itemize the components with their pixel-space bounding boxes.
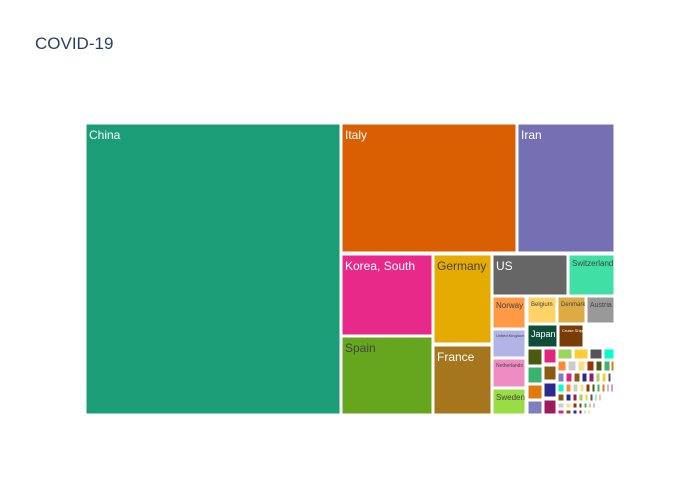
treemap-tile-small[interactable] [589,348,603,360]
treemap-label-us: US [496,259,513,273]
treemap-tile-spain[interactable] [341,336,433,415]
treemap-tile-small[interactable] [588,372,595,383]
treemap-label-italy: Italy [345,128,367,142]
treemap-label-spain: Spain [345,341,376,355]
treemap-tile-small[interactable] [543,365,557,381]
treemap-tile-small[interactable] [578,393,584,402]
treemap-tile-italy[interactable] [341,123,517,253]
treemap-tile-us[interactable] [492,254,568,296]
treemap-tile-switzerland[interactable] [568,254,615,296]
treemap-tile-norway[interactable] [492,296,526,329]
treemap-tile-small[interactable] [610,383,614,393]
treemap-tile-small[interactable] [565,402,572,409]
treemap-label-japan: Japan [531,329,556,339]
treemap-tile-small[interactable] [565,372,573,383]
treemap-label-germany: Germany [437,259,486,273]
treemap-tile-france[interactable] [433,345,492,415]
treemap-label-norway: Norway [496,301,523,310]
treemap-tile-small[interactable] [578,409,583,415]
treemap-tile-austria[interactable] [586,296,615,324]
treemap-tile-small[interactable] [585,383,591,393]
treemap-tile-small[interactable] [578,402,583,409]
treemap-tile-small[interactable] [596,383,601,393]
treemap-tile-small[interactable] [527,366,543,384]
treemap-label-china: China [89,128,121,142]
treemap-tile-small[interactable] [603,348,615,360]
treemap-tile-small[interactable] [594,393,598,402]
chart-title: COVID-19 [35,34,114,53]
treemap-tile-small[interactable] [595,372,601,383]
treemap-tile-small[interactable] [572,409,578,415]
treemap-tile-cruise-ship[interactable] [558,324,584,348]
treemap-tile-small[interactable] [572,402,578,409]
treemap-label-united-kingdom: United Kingdom [496,333,525,338]
treemap-label-korea-south: Korea, South [345,259,415,273]
treemap-label-cruise-ship: Cruise Ship [562,328,583,333]
treemap-label-belgium: Belgium [531,302,553,308]
treemap-tile-small[interactable] [603,360,611,372]
treemap-tile-small[interactable] [527,400,543,415]
treemap-tile-iran[interactable] [517,123,615,253]
treemap-label-switzerland: Switzerland [572,259,613,268]
treemap-tile-small[interactable] [577,360,586,372]
treemap-tile-small[interactable] [567,360,577,372]
treemap-tile-small[interactable] [601,372,607,383]
treemap-tile-japan[interactable] [527,324,558,348]
treemap-tile-small[interactable] [579,383,585,393]
treemap-label-iran: Iran [521,128,542,142]
treemap-tile-belgium[interactable] [527,296,557,324]
treemap-tile-korea-south[interactable] [341,254,433,336]
treemap-tile-china[interactable] [85,123,341,415]
treemap-tile-small[interactable] [606,383,610,393]
treemap-tile-small[interactable] [527,384,543,400]
treemap-tile-small[interactable] [557,372,565,383]
treemap-tile-small[interactable] [557,393,565,402]
treemap-tile-small[interactable] [586,360,595,372]
treemap-tile-united-kingdom[interactable] [492,329,526,358]
treemap-tile-small[interactable] [557,409,565,415]
treemap-tile-small[interactable] [591,383,596,393]
treemap-tile-small[interactable] [572,393,578,402]
treemap-tile-small[interactable] [565,393,572,402]
treemap-label-austria: Austria [590,302,612,309]
treemap-tile-small[interactable] [584,393,589,402]
treemap-tile-small[interactable] [607,372,612,383]
treemap-tile-small[interactable] [601,383,606,393]
treemap-tile-small[interactable] [595,360,603,372]
treemap-tile-small[interactable] [589,393,594,402]
treemap-label-sweden: Sweden [496,393,525,402]
treemap-label-netherlands: Netherlands [496,363,523,369]
treemap-tile-small[interactable] [565,383,572,393]
treemap-tile-small[interactable] [587,409,591,415]
treemap-tile-small[interactable] [583,402,588,409]
treemap-tile-small[interactable] [557,383,565,393]
treemap-tile-small[interactable] [583,409,587,415]
treemap-label-france: France [437,350,475,364]
treemap-tile-small[interactable] [572,383,579,393]
treemap-tile-small[interactable] [610,360,615,372]
treemap-tile-small[interactable] [557,402,565,409]
treemap-tile-small[interactable] [581,372,588,383]
treemap-tile-small[interactable] [543,399,557,415]
treemap-tile-sweden[interactable] [492,388,526,415]
treemap-tile-small[interactable] [588,402,592,409]
treemap-tile-small[interactable] [543,348,557,364]
treemap-tile-denmark[interactable] [557,296,586,324]
treemap-tile-small[interactable] [598,393,602,402]
treemap-tile-small[interactable] [592,402,596,409]
treemap-tile-small[interactable] [557,348,573,360]
treemap-tile-netherlands[interactable] [492,358,526,388]
treemap-tile-small[interactable] [573,372,581,383]
treemap-label-denmark: Denmark [561,302,586,308]
treemap-tile-small[interactable] [543,382,557,398]
treemap-tile-small[interactable] [573,348,589,360]
treemap-tile-small[interactable] [557,360,567,372]
treemap-tile-germany[interactable] [433,254,492,344]
treemap-tile-small[interactable] [565,409,572,415]
treemap-tile-small[interactable] [527,348,543,366]
